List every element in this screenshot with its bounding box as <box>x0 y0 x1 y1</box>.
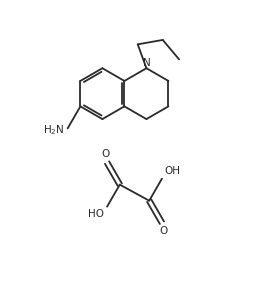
Text: N: N <box>143 58 150 68</box>
Text: O: O <box>102 149 110 160</box>
Text: H$_2$N: H$_2$N <box>43 123 65 137</box>
Text: HO: HO <box>89 209 104 219</box>
Text: O: O <box>159 226 167 236</box>
Text: OH: OH <box>165 166 180 176</box>
